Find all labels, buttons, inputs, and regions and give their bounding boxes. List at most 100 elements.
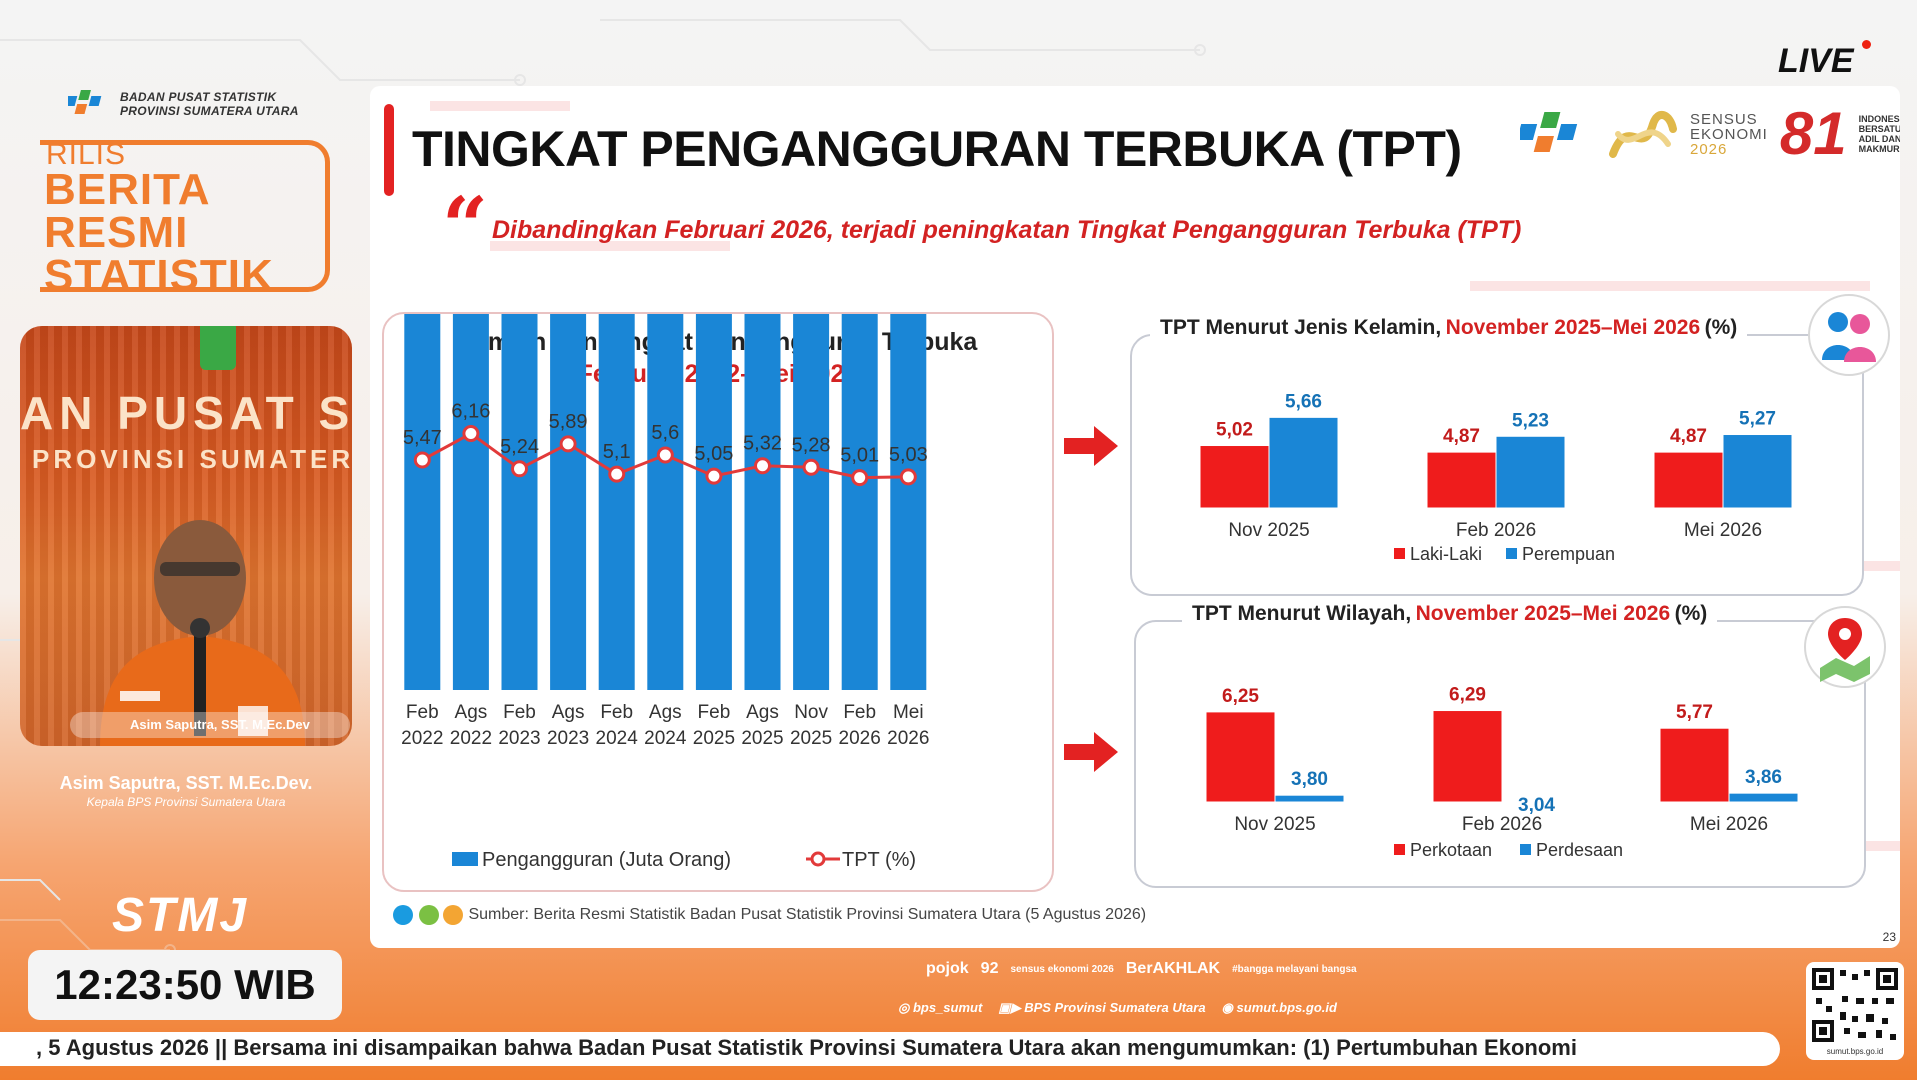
- news-ticker: , 5 Agustus 2026 || Bersama ini disampai…: [0, 1032, 1780, 1066]
- rilis-frame: [40, 140, 330, 292]
- main-bar: [647, 314, 684, 690]
- legend-label: Laki-Laki: [1410, 544, 1482, 564]
- tpt-point: [899, 468, 917, 486]
- map-pin-icon: [1804, 606, 1886, 688]
- tpt-label: 5,89: [549, 411, 588, 433]
- side-bar-label: 5,02: [1216, 420, 1253, 441]
- hut-81-text: INDONESIA BERSATU ADIL DAN MAKMUR: [1858, 114, 1900, 154]
- presentation-slide: TINGKAT PENGANGGURAN TERBUKA (TPT) “ Dib…: [370, 86, 1900, 948]
- main-tick-label: 2024: [596, 728, 639, 749]
- org-line2: PROVINSI SUMATERA UTARA: [120, 104, 299, 118]
- instagram-handle: bps_sumut: [912, 1000, 983, 1015]
- source-text: Sumber: Berita Resmi Statistik Badan Pus…: [468, 906, 1147, 924]
- sensus-line2: EKONOMI: [1690, 125, 1768, 143]
- sensus-year: 2026: [1690, 140, 1728, 158]
- page-number: 23: [1882, 930, 1896, 944]
- tpt-label: 5,1: [603, 441, 631, 463]
- arrow-right-icon: [1064, 732, 1118, 772]
- side-bar-label: 3,86: [1745, 767, 1782, 788]
- main-bar: [550, 314, 587, 690]
- speaker-role: Kepala BPS Provinsi Sumatera Utara: [86, 795, 286, 809]
- main-bar: [793, 314, 830, 690]
- globe-icon: ◉: [1221, 1000, 1237, 1015]
- tpt-label: 5,05: [694, 443, 733, 465]
- footer-logo-sensus: sensus ekonomi 2026: [1010, 963, 1114, 975]
- region-title-suffix: (%): [1674, 602, 1708, 625]
- tpt-point: [511, 460, 528, 478]
- main-bar: [598, 314, 635, 690]
- side-bar-label: 3,04: [1518, 795, 1555, 816]
- tpt-label: 5,24: [500, 436, 539, 458]
- main-tick-label: Feb: [503, 702, 536, 723]
- side-bar-label: 5,66: [1285, 391, 1322, 412]
- website-url: sumut.bps.go.id: [1236, 1000, 1337, 1015]
- qr-code-icon: [1812, 968, 1898, 1042]
- side-bar: [1199, 445, 1270, 509]
- instagram-link[interactable]: ◎ bps_sumut: [898, 1000, 982, 1016]
- gender-title-highlight: November 2025–Mei 2026: [1445, 316, 1701, 339]
- tpt-point: [851, 469, 869, 487]
- main-tick-label: Ags: [649, 702, 682, 723]
- side-bar-label: 6,25: [1222, 686, 1259, 707]
- main-tick-label: Mei: [893, 702, 924, 723]
- main-tick-label: 2026: [839, 728, 881, 749]
- legend-swatch: [1394, 844, 1405, 855]
- video-caption: Asim Saputra, SST. M.Ec.Dev: [70, 712, 350, 738]
- region-chart-title: TPT Menurut Wilayah, November 2025–Mei 2…: [1182, 602, 1718, 626]
- qr-code[interactable]: sumut.bps.go.id: [1806, 962, 1904, 1060]
- main-tick-label: 2024: [644, 728, 687, 749]
- tpt-point: [656, 446, 674, 464]
- rilis-line3: STATISTIK: [44, 251, 274, 300]
- region-chart-panel: TPT Menurut Wilayah, November 2025–Mei 2…: [1134, 602, 1866, 888]
- side-bar-label: 4,87: [1443, 426, 1480, 447]
- speaker-video: AN PUSAT STA PROVINSI SUMATERA UTAR Asim…: [20, 326, 352, 746]
- main-tick-label: 2023: [498, 728, 540, 749]
- legend-label: Perdesaan: [1536, 840, 1623, 860]
- side-tick-label: Mei 2026: [1690, 814, 1768, 835]
- gender-title-prefix: TPT Menurut Jenis Kelamin,: [1160, 316, 1442, 339]
- broadcast-clock: 12:23:50 WIB: [28, 950, 342, 1020]
- youtube-handle: BPS Provinsi Sumatera Utara: [1024, 1000, 1206, 1015]
- website-link[interactable]: ◉ sumut.bps.go.id: [1222, 1000, 1337, 1016]
- live-dot-icon: [1862, 40, 1871, 49]
- main-tick-label: 2023: [547, 728, 589, 749]
- bps-logo-icon: [68, 90, 102, 114]
- legend-swatch: [1506, 548, 1517, 559]
- main-bar: [452, 314, 489, 690]
- legend-label-line: TPT (%): [842, 849, 916, 871]
- side-bar: [1722, 434, 1793, 509]
- legend-swatch-point: [810, 851, 826, 867]
- speaker-figure: [100, 520, 305, 746]
- gender-chart: 5,02 5,66 Nov 2025 4,87 5,23 Feb 2026 4,87 5,27…: [1199, 391, 1793, 564]
- gender-chart-panel: TPT Menurut Jenis Kelamin, November 2025…: [1130, 316, 1864, 596]
- rilis-line2: RESMI: [44, 208, 189, 257]
- main-bar: [841, 314, 878, 690]
- instagram-icon: ◎: [898, 1000, 913, 1015]
- footer-social: ◎ bps_sumut ▣▶ BPS Provinsi Sumatera Uta…: [898, 1000, 1337, 1016]
- side-bar-label: 3,80: [1291, 769, 1328, 790]
- tpt-point: [802, 458, 820, 476]
- side-bar: [1495, 435, 1566, 509]
- people-icon: [1808, 294, 1890, 376]
- main-bar: [890, 314, 927, 690]
- side-bar: [1432, 710, 1503, 803]
- tpt-label: 5,47: [403, 427, 442, 449]
- main-tick-label: 2022: [450, 728, 492, 749]
- legend-swatch-bar: [452, 852, 478, 866]
- source-dots-icon: [393, 905, 463, 925]
- tpt-label: 5,28: [792, 434, 831, 456]
- youtube-link[interactable]: ▣▶ BPS Provinsi Sumatera Utara: [998, 1000, 1205, 1016]
- tpt-point: [608, 465, 626, 483]
- gender-chart-title: TPT Menurut Jenis Kelamin, November 2025…: [1150, 316, 1748, 340]
- slide-subtitle: Dibandingkan Februari 2026, terjadi peni…: [492, 216, 1522, 244]
- sensus-ekonomi-logo: SENSUS EKONOMI 2026: [1690, 112, 1768, 157]
- legend-label-bar: Pengangguran (Juta Orang): [482, 849, 731, 871]
- main-chart-panel: Jumlah dan Tingkat Pengangguran Terbuka …: [382, 312, 1054, 892]
- tpt-point: [705, 467, 723, 485]
- live-indicator: LIVE: [1778, 42, 1854, 80]
- footer-logo-bangga: #bangga melayani bangsa: [1232, 963, 1357, 975]
- org-line1: BADAN PUSAT STATISTIK: [120, 90, 277, 104]
- region-title-highlight: November 2025–Mei 2026: [1415, 602, 1671, 625]
- slide-source: Sumber: Berita Resmi Statistik Badan Pus…: [392, 904, 1146, 926]
- main-bar: [695, 314, 732, 690]
